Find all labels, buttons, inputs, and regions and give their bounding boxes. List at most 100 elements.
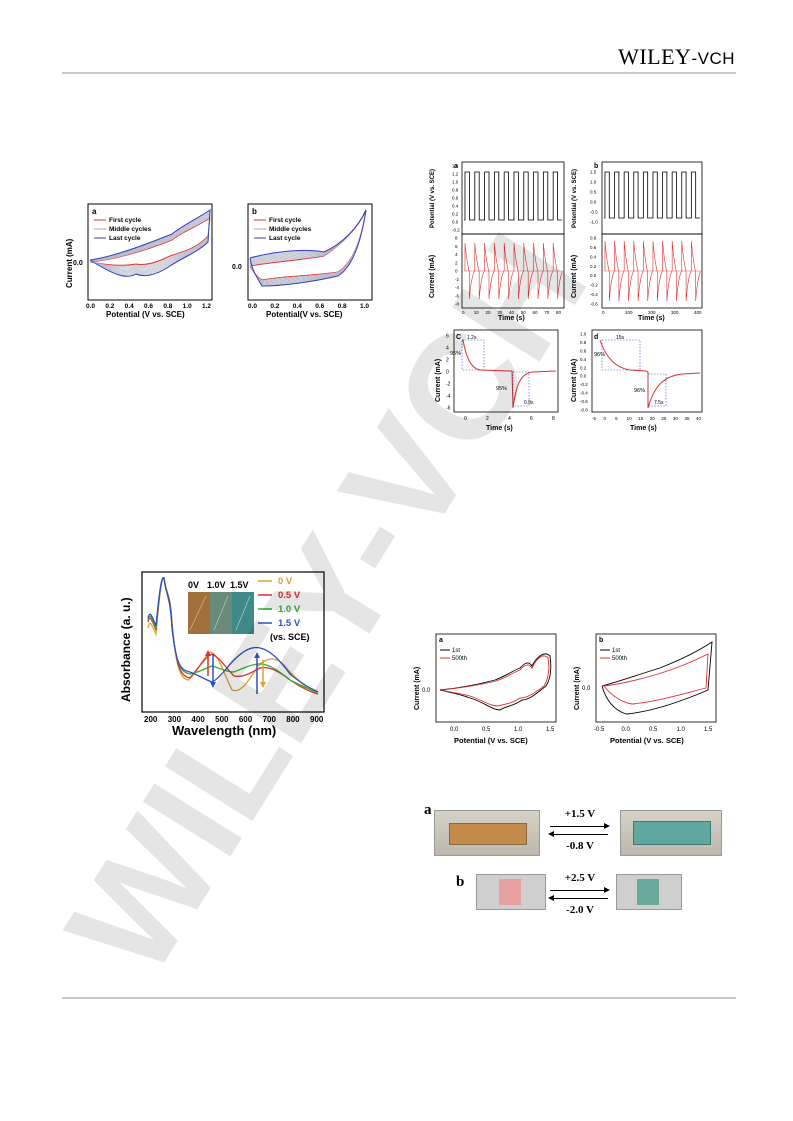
y-tick-label: -4 — [455, 285, 459, 290]
y-tick-label: -0.4 — [580, 391, 588, 396]
legend-last-cycle: Last cycle — [109, 235, 141, 242]
y-tick-label: 6 — [455, 244, 458, 249]
x-tick-label: 500 — [215, 715, 229, 724]
y-tick-label: -4 — [446, 394, 451, 400]
figure-1-cv: a First cycle Middle cycles Last cycle 0… — [65, 203, 373, 319]
fig2c-ann-p1: 95% — [450, 351, 461, 357]
y-tick-label: -0.2 — [452, 228, 460, 233]
y-tick-label: 0.8 — [580, 340, 587, 345]
x-tick-label: 700 — [263, 715, 277, 724]
fig1b-ytick: 0.0 — [232, 264, 242, 271]
fig5b-label: b — [456, 874, 465, 890]
figure-3-absorbance: 0V 1.0V 1.5V 0 V 0.5 V 1.0 V 1.5 V (vs. … — [119, 571, 325, 738]
x-tick-label: 300 — [671, 310, 679, 315]
fig5b-down-label: -2.0 V — [566, 904, 594, 916]
fig2a-bot-xlabel: Time (s) — [498, 315, 525, 322]
x-tick-label: 0.2 — [270, 303, 279, 310]
x-tick-label: 1.0 — [183, 303, 192, 310]
x-tick-label: 4 — [508, 416, 511, 422]
x-tick-label: 0.2 — [105, 303, 114, 310]
fig4a-xlabel: Potential (V vs. SCE) — [454, 736, 528, 745]
y-tick-label: 0.4 — [452, 204, 459, 209]
y-tick-label: 4 — [455, 252, 458, 257]
spectrum-curve — [147, 577, 319, 693]
fig2a-bot-ylabel: Current (mA) — [429, 255, 436, 298]
fig1b-xlabel: Potential(V vs. SCE) — [266, 310, 343, 319]
x-tick-label: 0.8 — [163, 303, 172, 310]
x-tick-label: 0.5 — [649, 727, 658, 733]
fig5a-label: a — [424, 802, 432, 818]
x-tick-label: 20 — [486, 310, 492, 315]
legend-last-cycle: Last cycle — [269, 235, 301, 242]
fig4a-ytick: 0.0 — [422, 688, 431, 694]
x-tick-label: 200 — [648, 310, 656, 315]
fig2d-ylabel: Current (mA) — [571, 359, 578, 402]
y-tick-label: 0.0 — [452, 220, 459, 225]
y-tick-label: -8 — [455, 302, 459, 307]
device-photo-colored — [434, 810, 540, 856]
fig2d-ann-p2: 96% — [634, 388, 645, 394]
y-tick-label: 1.2 — [452, 172, 459, 177]
fig3-xlabel: Wavelength (nm) — [172, 723, 276, 738]
legend-first-cycle: First cycle — [269, 217, 302, 224]
fig1a-label: a — [92, 207, 97, 216]
fig2d-xlabel: Time (s) — [630, 425, 657, 432]
fig4b-ytick: 0.0 — [582, 686, 591, 692]
svg-text:0 V: 0 V — [278, 576, 293, 587]
x-tick-label: 0.0 — [248, 303, 257, 310]
fig2c-ann-t2: 0.9s — [524, 400, 534, 406]
fig3-ylabel: Absorbance (a. u.) — [119, 597, 133, 702]
fig4a-label: a — [439, 637, 443, 644]
legend-middle-cycles: Middle cycles — [269, 226, 312, 233]
x-tick-label: 0.8 — [338, 303, 347, 310]
x-tick-label: 0.6 — [144, 303, 153, 310]
fig2b-label: b — [594, 163, 598, 170]
y-tick-label: 0.0 — [580, 374, 587, 379]
x-tick-label: 80 — [556, 310, 562, 315]
y-tick-label: -1.0 — [590, 220, 598, 225]
y-tick-label: 0 — [446, 370, 449, 376]
x-tick-label: 0 — [604, 416, 607, 421]
x-tick-label: 0.4 — [125, 303, 134, 310]
figure-4-cycling: a 1st 500th 0.0 Current (mA) 0.0 0.5 1.0 1.… — [414, 633, 717, 745]
x-tick-label: 25 — [661, 416, 667, 421]
fig2b-top-ylabel: Potential (V vs. SCE) — [572, 169, 578, 228]
y-tick-label: 0.8 — [452, 188, 459, 193]
legend-middle-cycles: Middle cycles — [109, 226, 152, 233]
fig2a-label: a — [454, 163, 458, 170]
x-tick-label: 100 — [625, 310, 633, 315]
x-tick-label: 0.4 — [293, 303, 302, 310]
fig1-panel-b: b First cycle Middle cycles Last cycle 0… — [232, 203, 373, 319]
y-tick-label: 1.0 — [452, 180, 459, 185]
x-tick-label: 2 — [486, 416, 489, 422]
x-tick-label: 0.0 — [450, 727, 459, 733]
x-tick-label: 50 — [521, 310, 527, 315]
x-tick-label: 0.5 — [482, 727, 491, 733]
y-tick-label: -2 — [455, 277, 459, 282]
fig2d-label: d — [594, 334, 598, 341]
header-rule — [62, 72, 736, 74]
y-tick-label: -6 — [455, 293, 459, 298]
fig2-panel-c: C 1.2s 95% 95% 0.9s 6 4 2 0 -2 -4 -6 0 2 4 6 8 Cur… — [435, 329, 559, 432]
inset-photo: 0V 1.0V 1.5V — [188, 580, 254, 634]
fig2c-ann-p2: 95% — [496, 386, 507, 392]
fig5a-up-label: +1.5 V — [564, 808, 596, 820]
x-tick-label: 6 — [530, 416, 533, 422]
y-tick-label: 1.4 — [452, 164, 459, 169]
x-tick-label: 8 — [552, 416, 555, 422]
x-tick-label: 800 — [286, 715, 300, 724]
y-tick-label: 6 — [446, 334, 449, 340]
y-tick-label: 0.0 — [590, 200, 597, 205]
figure-5-devices: a +1.5 V -0.8 V b +2.5 V -2.0 V — [424, 798, 724, 938]
x-tick-label: -0.5 — [594, 727, 605, 733]
fig2d-ann-p1: 96% — [594, 352, 605, 358]
fig1-panel-a: a First cycle Middle cycles Last cycle 0… — [65, 203, 213, 319]
fig1b-label: b — [252, 207, 257, 216]
x-tick-label: 400 — [694, 310, 702, 315]
y-tick-label: -0.6 — [590, 302, 598, 307]
svg-text:1.5 V: 1.5 V — [278, 618, 301, 629]
x-tick-label: 0 — [464, 416, 467, 422]
y-tick-label: 0.4 — [590, 254, 597, 259]
x-tick-label: 20 — [650, 416, 656, 421]
fig4b-label: b — [599, 637, 603, 644]
